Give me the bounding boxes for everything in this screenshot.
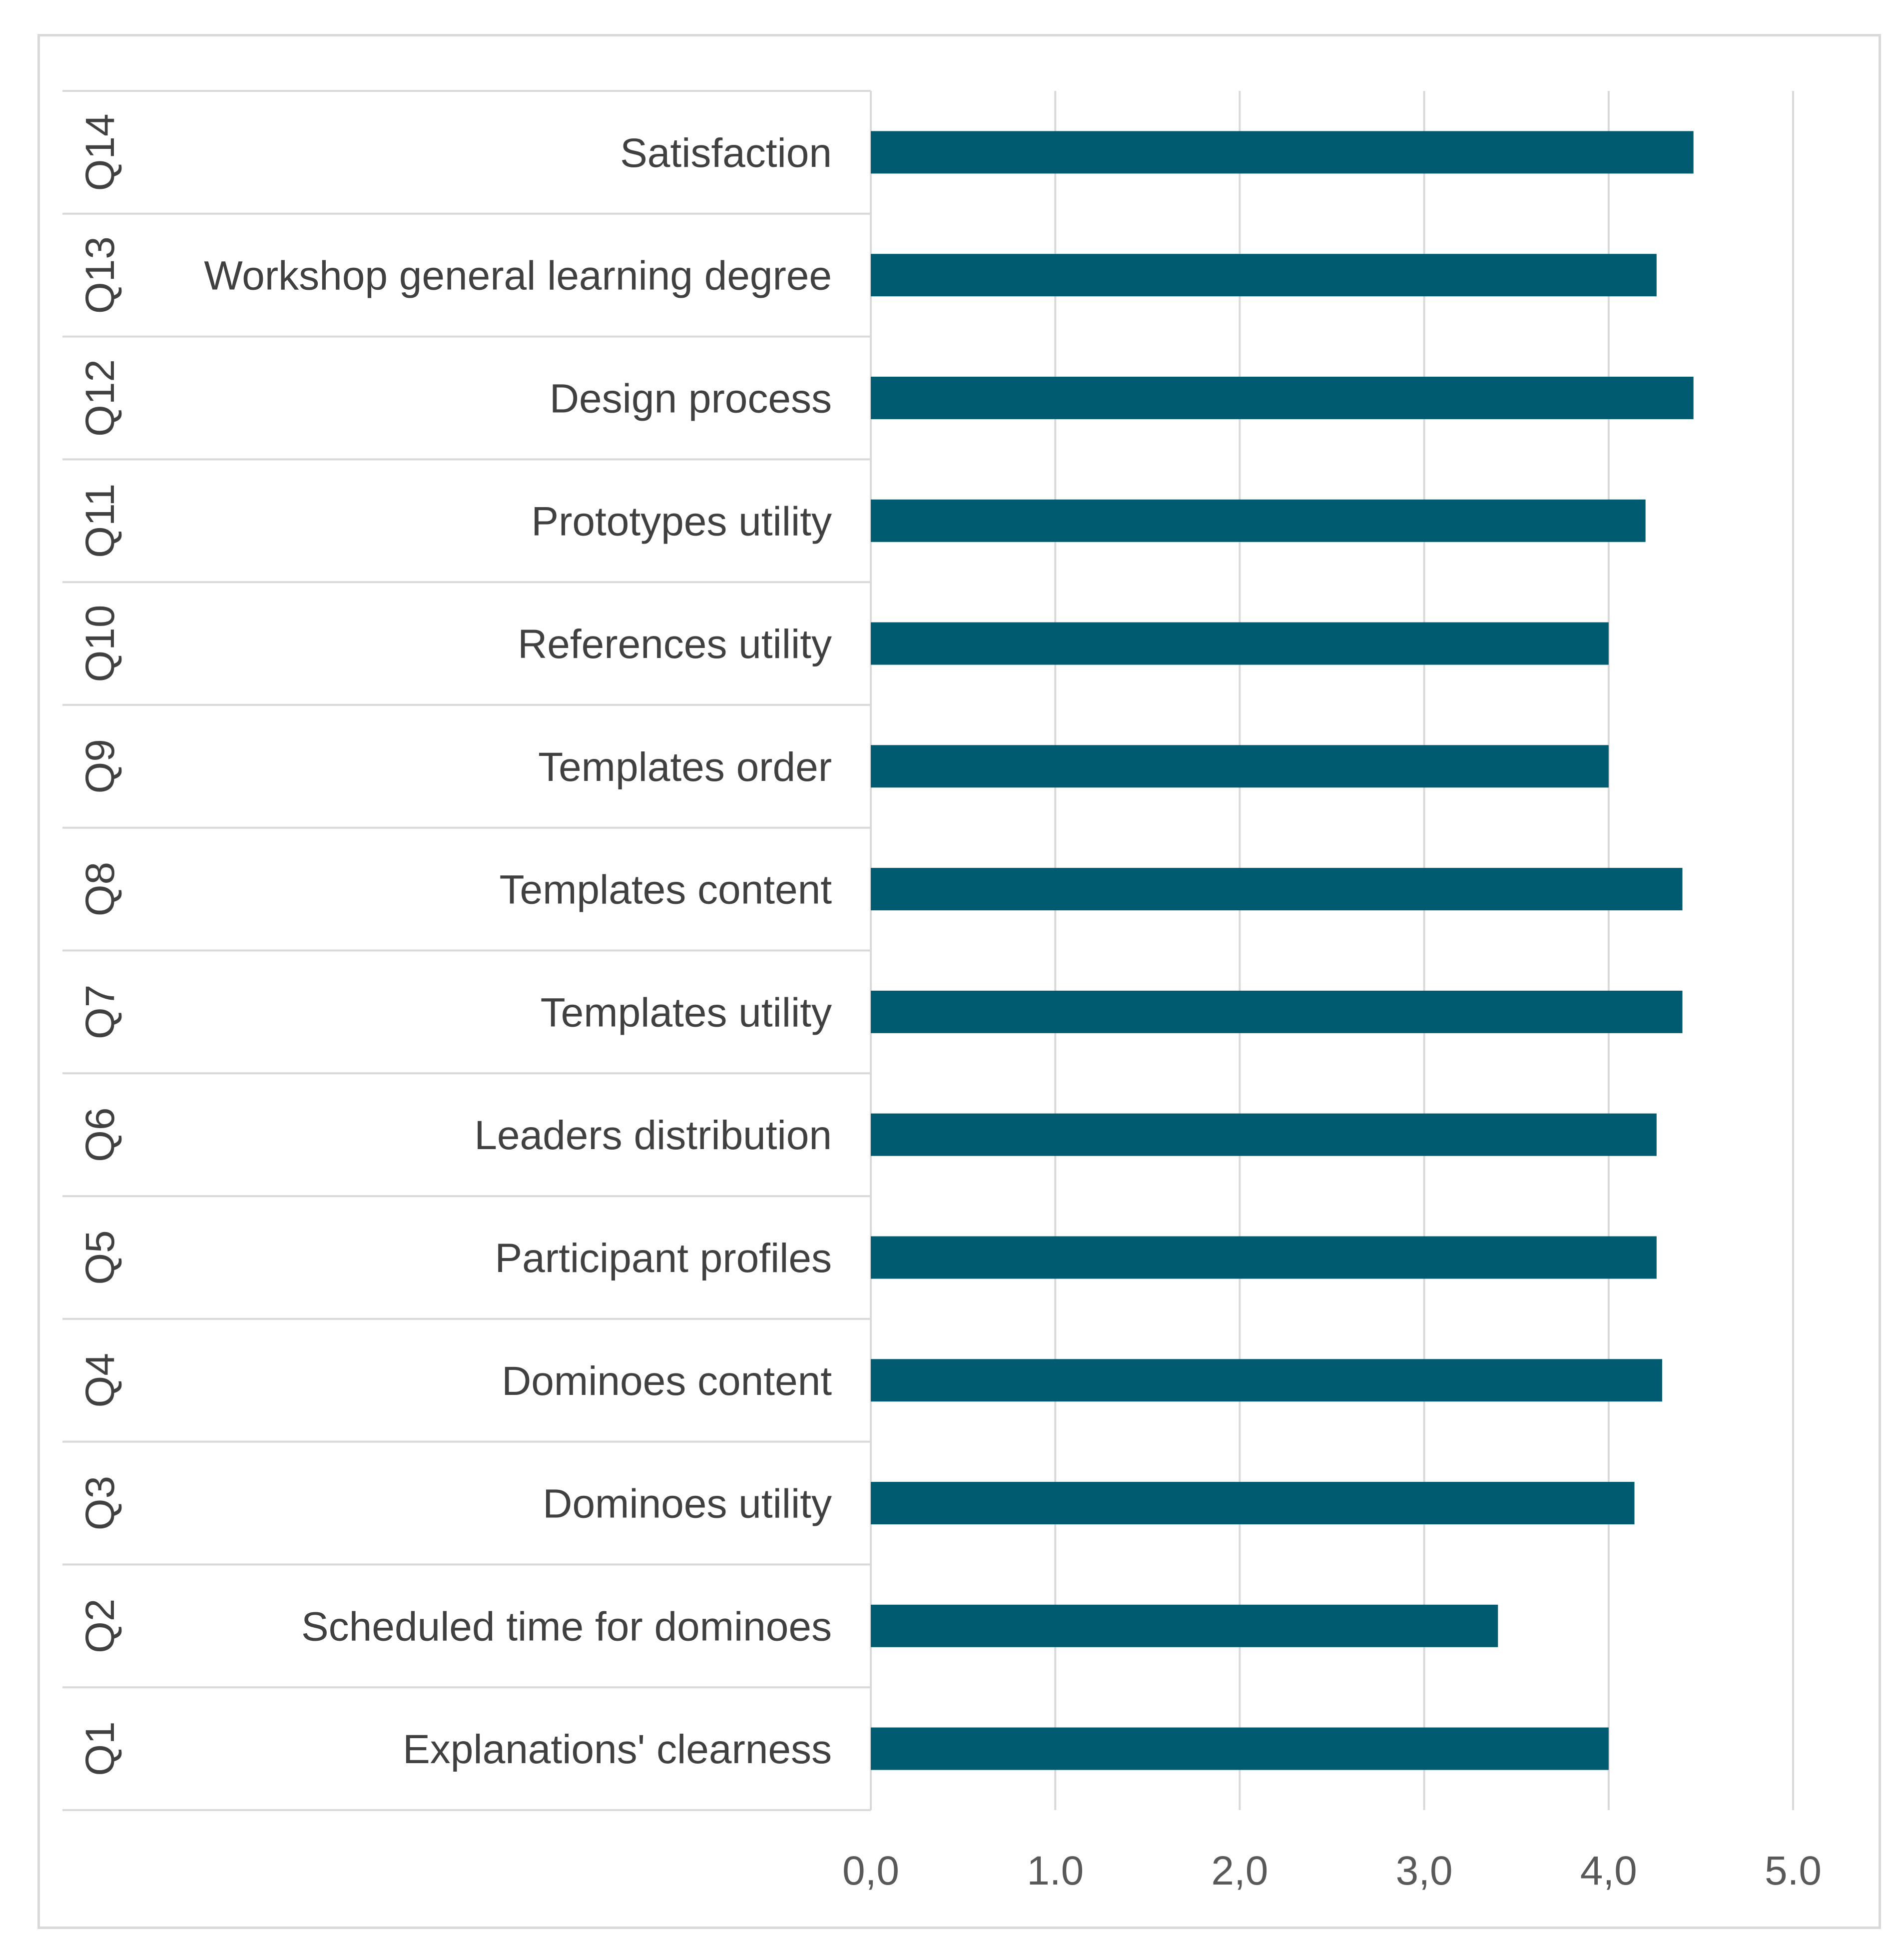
- question-code-label: Q2: [77, 1599, 123, 1653]
- bar-q3: [871, 1482, 1635, 1525]
- bar-q1: [871, 1727, 1609, 1770]
- category-label: Dominoes utility: [543, 1481, 832, 1527]
- category-label: Participant profiles: [495, 1236, 832, 1281]
- x-tick-label: 5.0: [1765, 1848, 1822, 1894]
- question-code-label: Q8: [77, 862, 123, 916]
- x-tick-label: 1.0: [1027, 1848, 1084, 1894]
- bar-q2: [871, 1604, 1498, 1647]
- question-code-label: Q3: [77, 1476, 123, 1530]
- question-code-label: Q13: [77, 236, 123, 314]
- bar-q11: [871, 499, 1646, 542]
- category-label: Templates utility: [541, 990, 832, 1035]
- category-label: Design process: [550, 376, 832, 421]
- x-tick-label: 4,0: [1580, 1848, 1637, 1894]
- category-label: Prototypes utility: [531, 499, 832, 544]
- question-code-label: Q6: [77, 1107, 123, 1162]
- category-label: Templates order: [538, 744, 832, 790]
- grid-layer: [1054, 91, 1794, 1810]
- question-code-label: Q11: [77, 484, 123, 558]
- x-tick-label: 2,0: [1211, 1848, 1268, 1894]
- question-code-label: Q1: [77, 1721, 123, 1776]
- bar-q5: [871, 1236, 1657, 1279]
- x-tick-label: 3,0: [1396, 1848, 1453, 1894]
- question-code-label: Q10: [77, 605, 123, 682]
- category-label: Leaders distribution: [474, 1113, 832, 1158]
- question-code-label: Q12: [77, 359, 123, 437]
- bar-q4: [871, 1359, 1662, 1402]
- question-code-label: Q5: [77, 1230, 123, 1285]
- category-label: Explanations' clearness: [403, 1727, 832, 1772]
- category-label: Workshop general learning degree: [204, 253, 832, 299]
- bar-q12: [871, 376, 1694, 419]
- category-label: Dominoes content: [502, 1358, 832, 1404]
- bar-q8: [871, 868, 1683, 911]
- question-code-label: Q4: [77, 1353, 123, 1407]
- bar-q14: [871, 131, 1694, 174]
- bar-q9: [871, 745, 1609, 788]
- bar-q13: [871, 254, 1657, 297]
- category-rows: Q14 Satisfaction Q13 Workshop general learn…: [62, 90, 872, 1811]
- question-code-label: Q14: [77, 113, 123, 191]
- category-label: References utility: [518, 622, 832, 667]
- category-label: Satisfaction: [620, 130, 832, 176]
- bars-layer: [871, 131, 1694, 1770]
- category-label: Templates content: [500, 867, 832, 913]
- x-tick-label: 0,0: [842, 1848, 899, 1894]
- bar-q6: [871, 1113, 1657, 1156]
- question-code-label: Q9: [77, 739, 123, 793]
- bar-q7: [871, 990, 1683, 1033]
- bar-q10: [871, 622, 1609, 665]
- category-label: Scheduled time for dominoes: [301, 1604, 832, 1649]
- x-axis-ticks: 0,0 1.0 2,0 3,0 4,0 5.0: [842, 1848, 1822, 1894]
- question-code-label: Q7: [77, 985, 123, 1039]
